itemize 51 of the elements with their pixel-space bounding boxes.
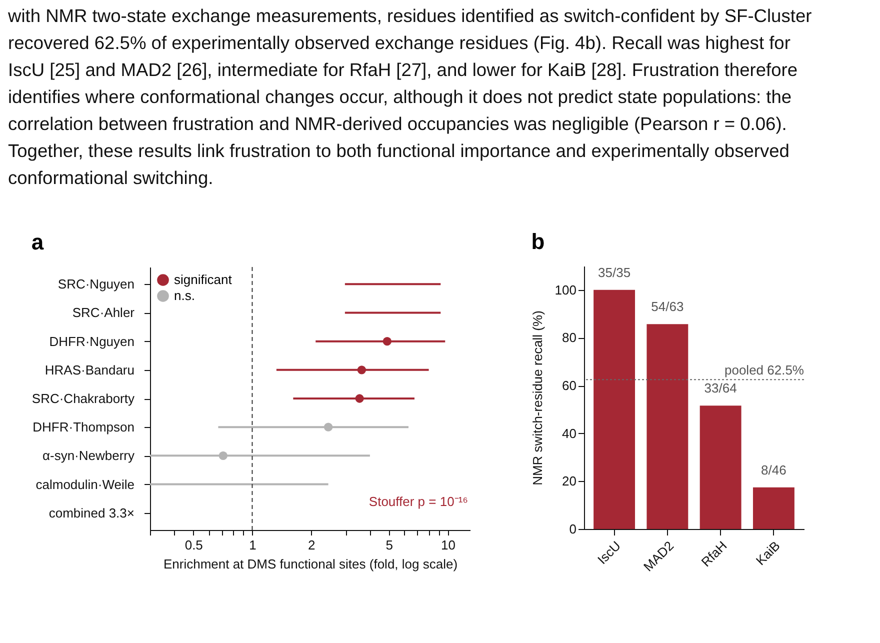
bar — [150, 454, 370, 457]
bar — [344, 312, 441, 314]
bar — [150, 483, 328, 486]
x-tick-label: 1 — [249, 538, 256, 552]
y-tick-label: 20 — [562, 474, 576, 489]
x-tick-label: 5 — [386, 538, 393, 552]
text: with NMR two-state exchange measurements, residues identified as switch-confident by SF-Cluster — [8, 4, 812, 28]
x-tick-label: 0.5 — [184, 538, 203, 552]
y-tick-label: 0 — [569, 522, 576, 536]
text: IscU [25] and MAD2 [26], intermediate for RfaH [27], and lower for KaiB [28]. Frustration therefore — [8, 58, 799, 82]
y-tick-label: calmodulin·Weile — [36, 476, 134, 492]
bar — [594, 290, 636, 529]
bar — [646, 324, 688, 529]
y-tick-label: DHFR·Thompson — [32, 420, 134, 435]
legend-label: significant — [174, 272, 232, 287]
annotation: Stouffer p = 10⁻¹⁶ — [368, 494, 468, 509]
bar — [218, 426, 408, 428]
text: identifies where conformational changes occur, although it does not predict state populations: the — [8, 85, 793, 109]
y-tick-label: SRC·Nguyen — [58, 276, 134, 292]
bar — [700, 406, 742, 529]
text: conformational switching. — [8, 166, 214, 190]
x-tick-label: 2 — [308, 538, 316, 552]
ref-line-label: pooled 62.5% — [724, 362, 804, 378]
y-tick-label: 40 — [562, 426, 576, 441]
y-tick-label: DHFR·Nguyen — [49, 334, 134, 349]
bar — [276, 368, 429, 371]
data-label: 35/35 — [598, 264, 631, 280]
y-tick-label: 60 — [562, 378, 576, 394]
bar — [344, 283, 441, 286]
x-tick-label: 10 — [440, 538, 456, 552]
y-tick-label: 80 — [562, 330, 576, 346]
bar — [752, 487, 794, 529]
chart-title: b — [531, 229, 545, 254]
y-tick-label: SRC·Ahler — [72, 305, 136, 320]
bar — [293, 398, 414, 400]
text: recovered 62.5% of experimentally observed exchange residues (Fig. 4b). Recall was highest for — [8, 31, 792, 55]
data-label: 54/63 — [651, 299, 684, 314]
text: correlation between frustration and NMR-derived occupancies was negligible (Pearson r = 0.06). — [8, 112, 788, 136]
y-tick-label: SRC·Chakraborty — [32, 391, 135, 406]
y-axis-title: NMR switch-residue recall (%) — [530, 310, 545, 486]
y-tick-label: combined 3.3× — [48, 505, 134, 520]
data-label: 8/46 — [761, 462, 786, 478]
data-label: 33/64 — [704, 380, 737, 396]
x-axis-title: Enrichment at DMS functional sites (fold, log scale) — [163, 556, 458, 572]
y-tick-label: α-syn·Newberry — [42, 448, 135, 464]
text: Together, these results link frustration to both functional importance and experimentally observed — [8, 139, 790, 163]
chart-title: a — [31, 230, 44, 254]
y-tick-label: HRAS·Bandaru — [44, 362, 134, 378]
legend-label: n.s. — [174, 288, 195, 303]
bar — [316, 340, 446, 342]
y-tick-label: 100 — [554, 282, 576, 298]
